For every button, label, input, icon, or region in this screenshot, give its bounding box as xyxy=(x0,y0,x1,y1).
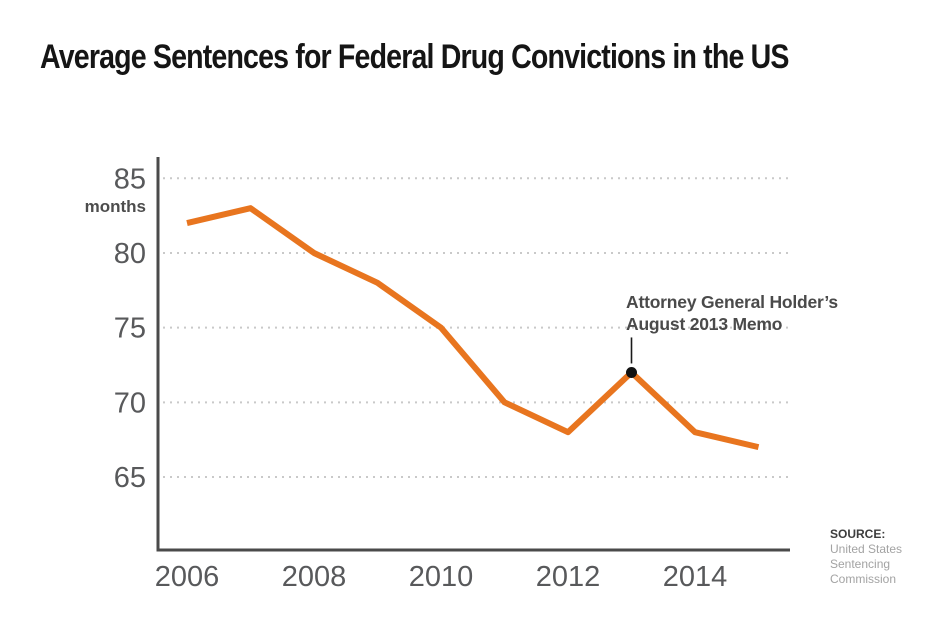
annotation-line-2: August 2013 Memo xyxy=(626,314,783,334)
y-tick-75: 75 xyxy=(114,313,146,345)
sentence-trend-line xyxy=(186,205,760,451)
annotation-label: Attorney General Holder’s August 2013 Me… xyxy=(626,291,838,335)
source-line: United States xyxy=(830,542,903,556)
y-axis-tick-labels: 85 80 75 70 65 xyxy=(114,163,146,494)
source-line: Sentencing xyxy=(830,557,891,571)
y-tick-70: 70 xyxy=(114,387,146,419)
chart-title: Average Sentences for Federal Drug Convi… xyxy=(40,38,789,76)
x-tick-2006: 2006 xyxy=(155,561,220,593)
x-axis-tick-labels: 2006 2008 2010 2012 2014 xyxy=(155,561,728,593)
source-line: Commission xyxy=(830,572,897,586)
y-tick-85: 85 xyxy=(114,163,146,195)
annotation-line-1: Attorney General Holder’s xyxy=(626,292,838,312)
x-tick-2010: 2010 xyxy=(409,561,474,593)
y-tick-65: 65 xyxy=(114,462,146,494)
y-axis-unit-label: months xyxy=(85,197,146,216)
annotation-marker-dot xyxy=(626,366,637,378)
source-label: SOURCE: xyxy=(830,527,886,541)
x-tick-2008: 2008 xyxy=(282,561,347,593)
x-tick-2014: 2014 xyxy=(663,561,728,593)
x-tick-2012: 2012 xyxy=(536,561,601,593)
source-attribution: SOURCE: United States Sentencing Commiss… xyxy=(830,527,902,587)
y-tick-80: 80 xyxy=(114,238,146,270)
